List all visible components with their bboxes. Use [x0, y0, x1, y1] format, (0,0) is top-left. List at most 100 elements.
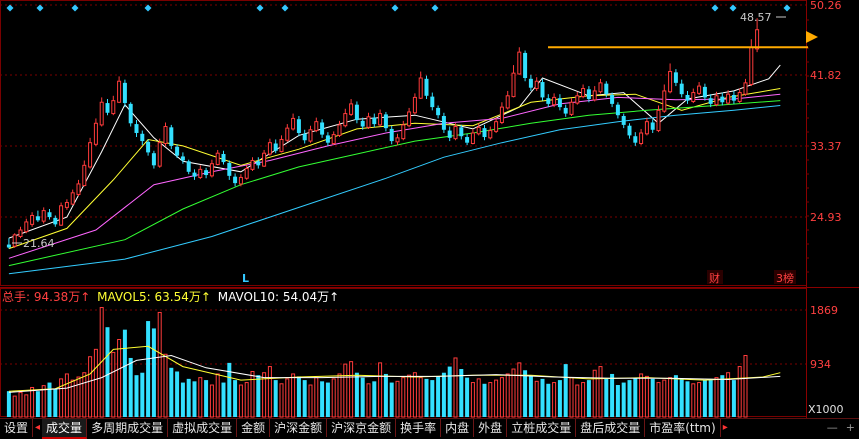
marker-cai[interactable]: 财: [707, 270, 723, 285]
candle: [540, 78, 545, 101]
candle: [238, 174, 243, 187]
event-marker-icon: [431, 4, 439, 12]
volume-bar: [563, 364, 568, 417]
volume-bar: [644, 375, 649, 418]
candle-body: [180, 156, 185, 161]
candle-body: [24, 221, 29, 233]
candle: [447, 126, 452, 142]
candle-body: [488, 130, 493, 139]
marker-bang[interactable]: 3榜: [774, 270, 796, 285]
candle: [697, 82, 702, 95]
tab-amount[interactable]: 金额: [237, 419, 271, 437]
volume-bar: [459, 369, 464, 417]
candle: [41, 207, 46, 224]
candle-body: [511, 72, 516, 98]
candle-body: [575, 95, 580, 104]
volume-bar: [621, 382, 626, 417]
volume-bar: [581, 382, 586, 418]
candle-body: [749, 46, 754, 85]
tab-standing-volume[interactable]: 立桩成交量: [507, 419, 577, 437]
volume-bar: [366, 383, 371, 418]
event-marker-icon: [144, 4, 152, 12]
volume-bar: [546, 383, 551, 417]
candle-body: [192, 172, 197, 177]
candle-body: [644, 121, 649, 135]
candle: [227, 160, 232, 180]
candle: [273, 139, 278, 154]
candle-body: [221, 154, 226, 163]
tab-outer-volume[interactable]: 外盘: [474, 419, 508, 437]
candle: [441, 112, 446, 133]
candle-body: [325, 135, 330, 143]
volume-bar: [639, 373, 644, 418]
volume-tick: 934: [810, 358, 831, 371]
tab-after-hours-volume[interactable]: 盘后成交量: [576, 419, 646, 437]
candle-body: [639, 132, 644, 144]
candle: [685, 90, 690, 104]
candle: [53, 215, 58, 227]
candle: [320, 119, 325, 138]
volume-bar: [691, 383, 696, 418]
candle: [99, 97, 104, 127]
candle-body: [418, 77, 423, 99]
candle-body: [702, 86, 707, 98]
tab-sh-sz-amount[interactable]: 沪深金额: [270, 419, 328, 437]
candle-body: [6, 244, 11, 248]
candle: [679, 79, 684, 98]
candle: [389, 125, 394, 145]
tab-inner-volume[interactable]: 内盘: [441, 419, 475, 437]
candle: [639, 128, 644, 146]
volume-bar: [430, 380, 435, 417]
candle-body: [146, 141, 151, 153]
kline-chart[interactable]: 48.57 21.64 L 财 3榜 50.26 41.82 33.37 24.…: [0, 0, 859, 418]
candle: [262, 149, 267, 167]
event-marker-icon: [36, 4, 44, 12]
candle-body: [389, 128, 394, 142]
candle-body: [209, 163, 214, 177]
candle-body: [569, 101, 574, 115]
volume-bar: [186, 378, 191, 417]
zoom-out-icon[interactable]: —: [826, 421, 838, 434]
legend-total-volume: 总手: 94.38万↑: [2, 290, 91, 304]
candle: [482, 124, 487, 141]
tab-multi-period-volume[interactable]: 多周期成交量: [87, 419, 169, 437]
marker-l[interactable]: L: [242, 272, 249, 285]
candle-body: [12, 234, 17, 247]
volume-bar: [204, 380, 209, 417]
volume-bar: [117, 339, 122, 418]
price-ma-line: [8, 105, 781, 275]
volume-bar: [650, 378, 655, 417]
volume-bar: [122, 329, 127, 417]
candle-body: [523, 52, 528, 79]
candle-body: [494, 121, 499, 132]
candle-body: [546, 98, 551, 104]
candle-body: [662, 90, 667, 112]
candle-body: [650, 122, 655, 130]
tab-sh-sz-bj-amount[interactable]: 沪深京金额: [327, 419, 397, 437]
candle-body: [59, 205, 64, 226]
tab-virtual-volume[interactable]: 虚拟成交量: [168, 419, 238, 437]
tab-settings[interactable]: 设置: [0, 419, 34, 437]
tab-scroll-left-icon[interactable]: ◂: [35, 422, 41, 433]
candle: [59, 202, 64, 226]
candle: [82, 160, 87, 187]
candle-body: [314, 121, 319, 132]
candle-body: [296, 119, 301, 133]
zoom-in-icon[interactable]: +: [845, 421, 855, 434]
volume-bar: [708, 378, 713, 417]
candle: [395, 133, 400, 146]
tab-turnover-rate[interactable]: 换手率: [396, 419, 442, 437]
volume-bar: [273, 380, 278, 417]
volume-bar: [592, 369, 597, 418]
volume-bar: [662, 379, 667, 418]
tab-volume[interactable]: 成交量: [42, 419, 88, 439]
tab-scroll-right-icon[interactable]: ▸: [722, 422, 728, 433]
volume-bar: [215, 373, 220, 418]
candle-body: [186, 161, 191, 172]
tab-pe-ttm[interactable]: 市盈率(ttm): [645, 419, 721, 437]
volume-bar: [395, 380, 400, 418]
candle-body: [633, 136, 638, 143]
volume-bar: [476, 378, 481, 418]
volume-tick: 1869: [810, 304, 838, 317]
event-markers[interactable]: [6, 4, 791, 12]
